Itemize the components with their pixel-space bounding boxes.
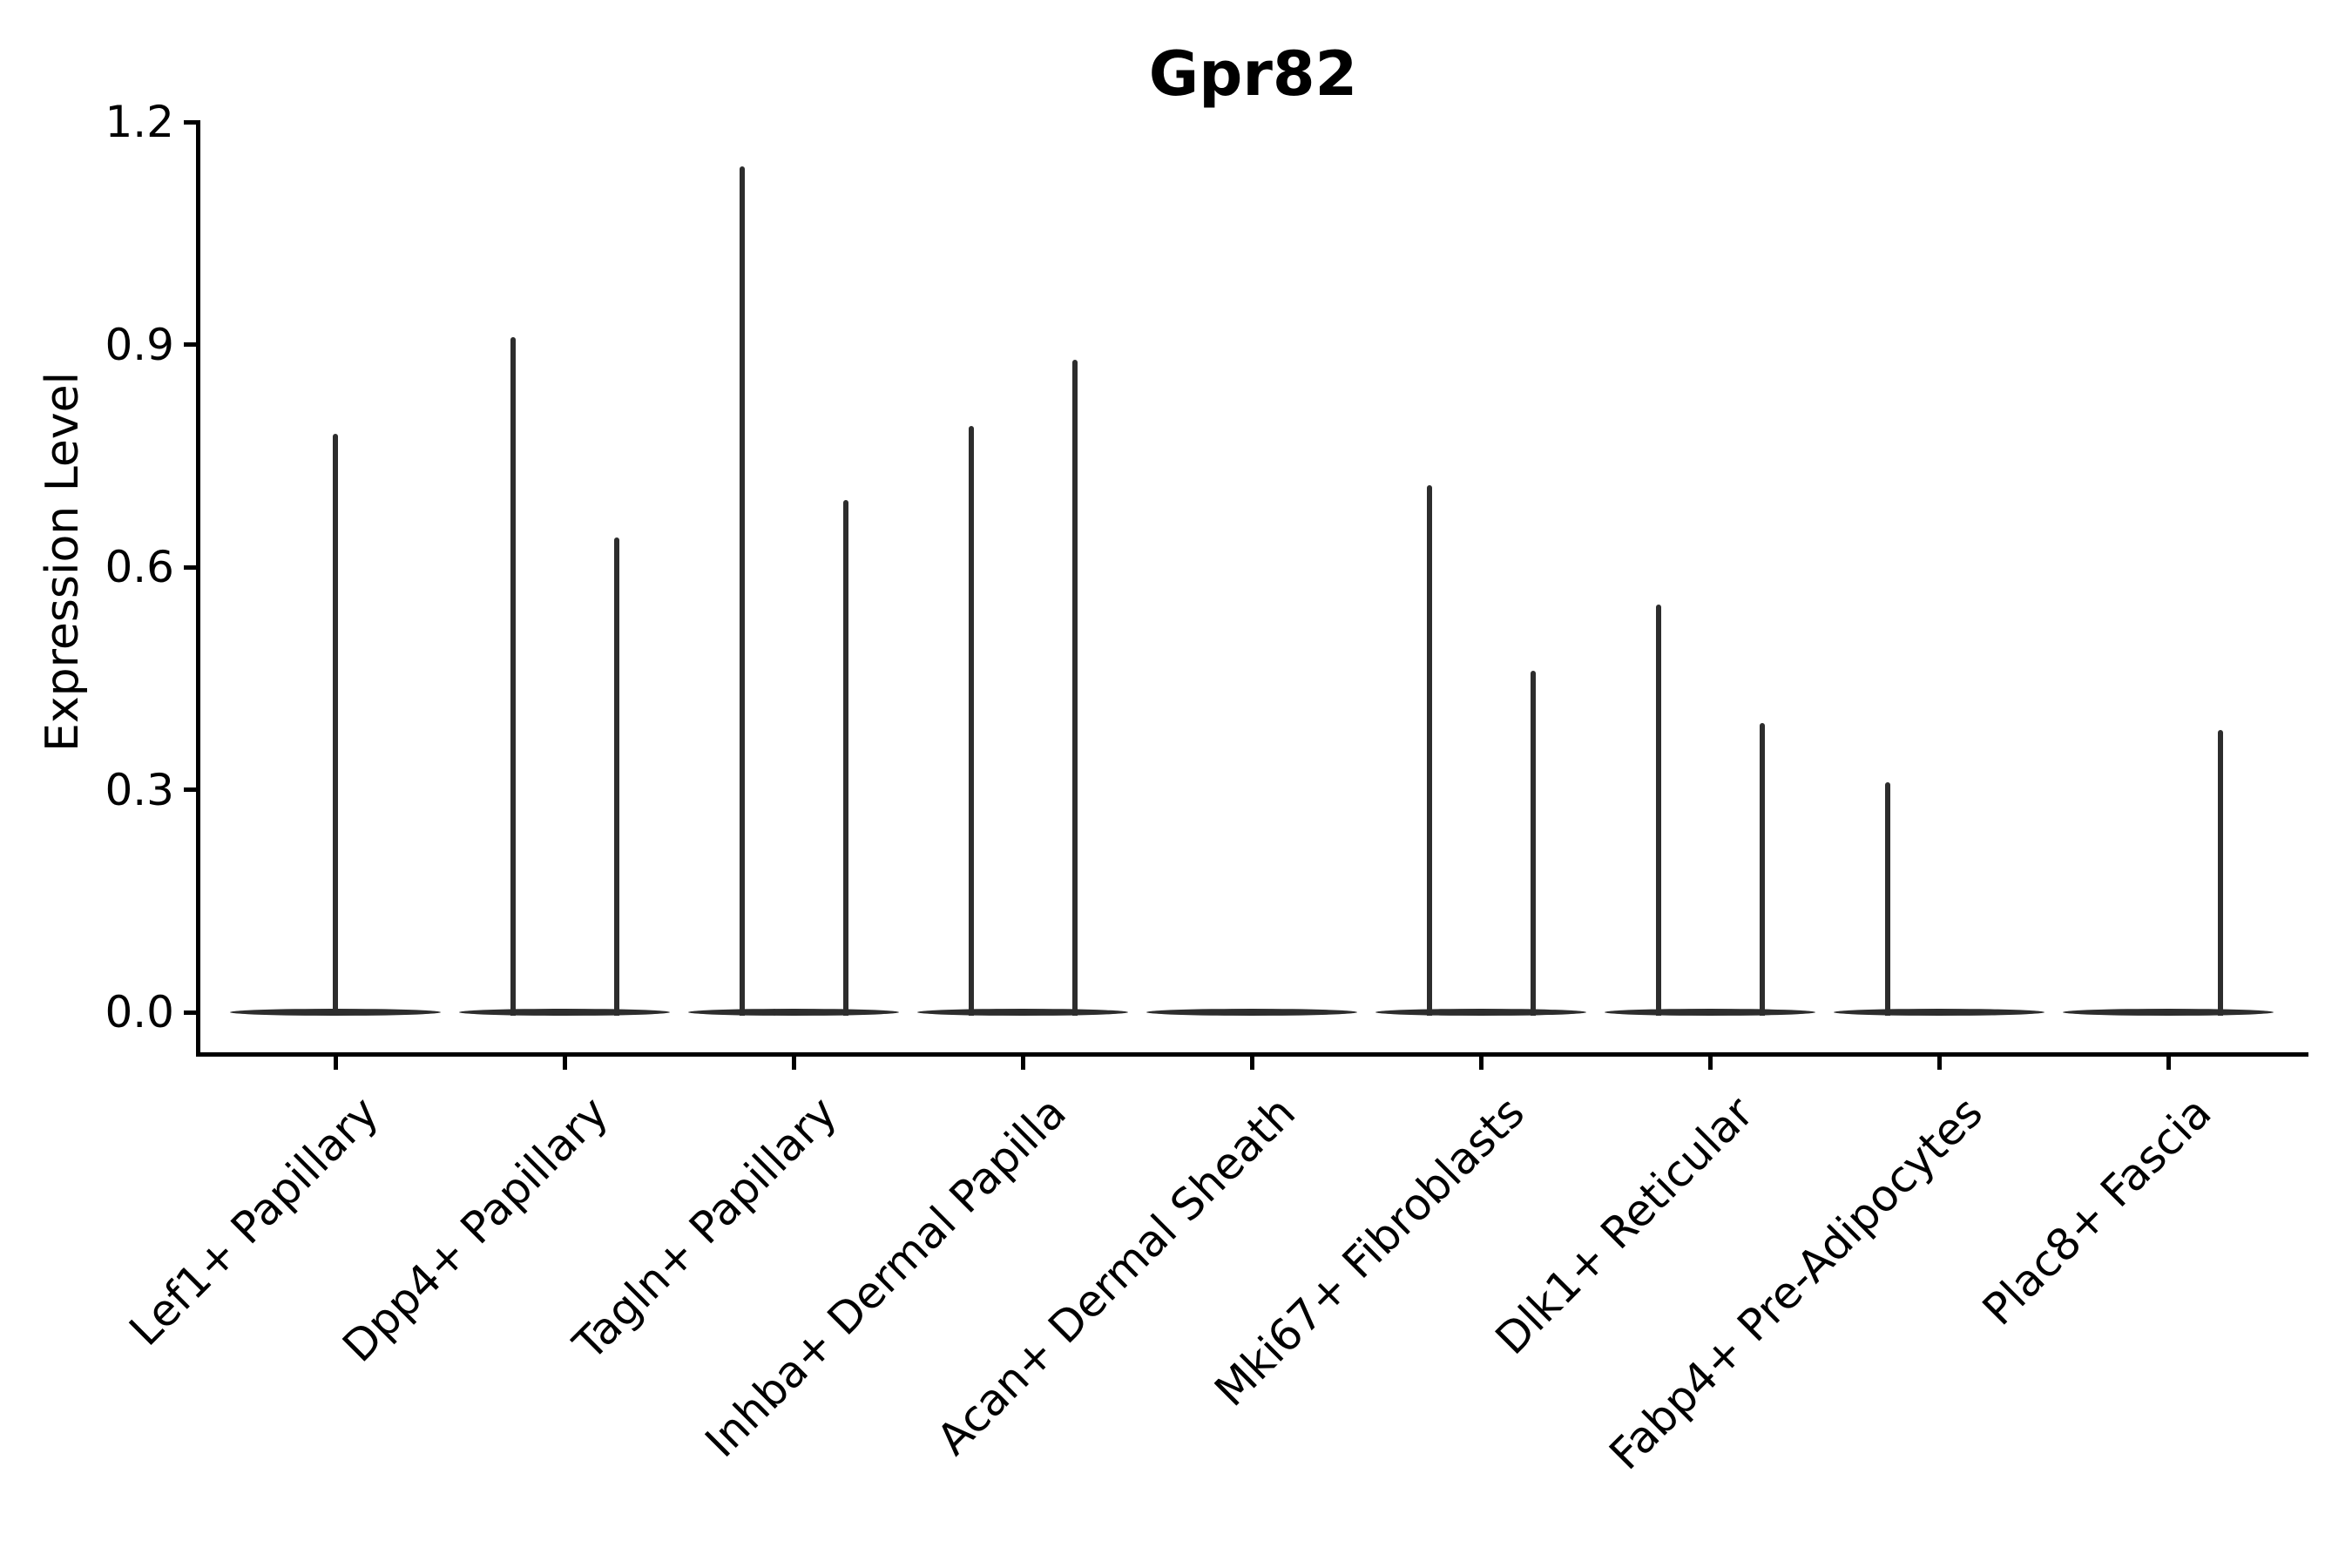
violin-base bbox=[1605, 1009, 1815, 1016]
violin-base bbox=[688, 1009, 899, 1016]
violin-base bbox=[917, 1009, 1128, 1016]
x-tick bbox=[1707, 1056, 1713, 1070]
violin-spike bbox=[1427, 485, 1432, 1016]
violin-spike bbox=[969, 426, 974, 1016]
x-tick bbox=[791, 1056, 796, 1070]
violin-spike bbox=[740, 166, 745, 1016]
violin-spike bbox=[1072, 359, 1078, 1016]
violin-spike bbox=[333, 433, 338, 1016]
y-tick bbox=[184, 1010, 198, 1015]
violin-base bbox=[1834, 1009, 2044, 1016]
y-tick bbox=[184, 342, 198, 347]
violin-spike bbox=[843, 500, 848, 1016]
violin-spike bbox=[1885, 781, 1890, 1016]
x-tick bbox=[1249, 1056, 1254, 1070]
x-tick bbox=[1478, 1056, 1484, 1070]
violin-spike bbox=[1760, 722, 1765, 1016]
x-tick bbox=[562, 1056, 567, 1070]
y-tick bbox=[184, 119, 198, 125]
x-tick bbox=[2166, 1056, 2171, 1070]
violin-base bbox=[459, 1009, 670, 1016]
x-tick bbox=[1936, 1056, 1942, 1070]
y-axis-spine bbox=[195, 120, 200, 1057]
x-tick-label: Lef1+ Papillary bbox=[119, 1086, 389, 1355]
y-axis-label: Expression Level bbox=[37, 371, 89, 753]
violin-spike bbox=[2218, 730, 2223, 1016]
x-tick-label: Plac8+ Fascia bbox=[1973, 1086, 2221, 1335]
y-tick bbox=[184, 564, 198, 570]
x-axis-spine bbox=[195, 1051, 2308, 1057]
y-tick-label: 1.2 bbox=[105, 97, 174, 147]
x-tick bbox=[333, 1056, 338, 1070]
violin-spike bbox=[510, 336, 516, 1016]
violin-spike bbox=[614, 537, 619, 1016]
y-tick-label: 0.3 bbox=[105, 764, 174, 815]
violin-spike bbox=[1531, 671, 1536, 1016]
x-tick bbox=[1020, 1056, 1025, 1070]
y-tick-label: 0.9 bbox=[105, 319, 174, 370]
y-tick bbox=[184, 787, 198, 792]
y-tick-label: 0.6 bbox=[105, 542, 174, 592]
violin-base bbox=[1146, 1009, 1357, 1016]
violin-spike bbox=[1656, 604, 1661, 1016]
violin-base bbox=[2063, 1009, 2274, 1016]
y-tick-label: 0.0 bbox=[105, 987, 174, 1037]
x-tick-label: Fabp4+ Pre-Adipocytes bbox=[1599, 1086, 1992, 1480]
chart-title: Gpr82 bbox=[1148, 38, 1358, 110]
violin-base bbox=[1375, 1009, 1586, 1016]
